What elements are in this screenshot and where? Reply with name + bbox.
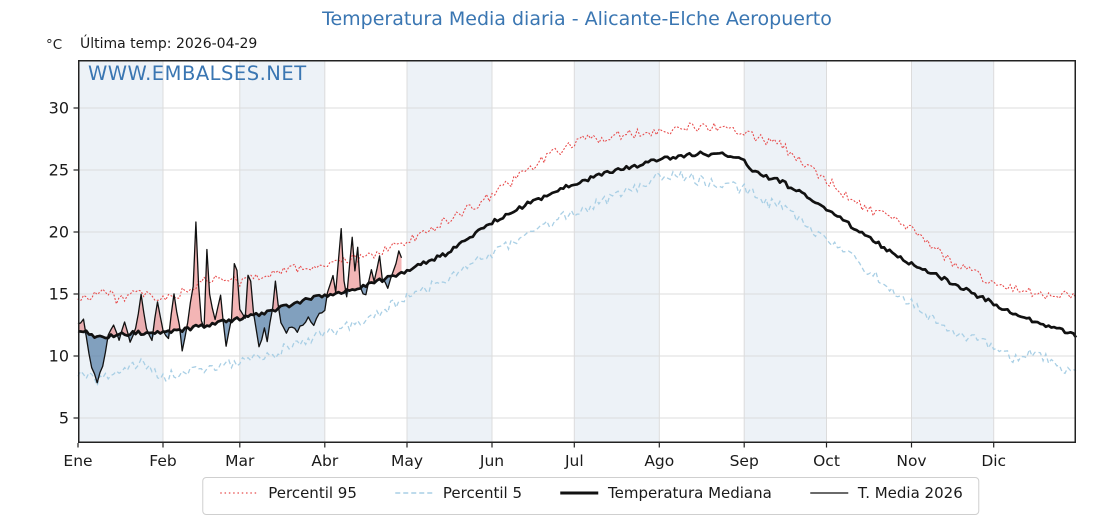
series-percentil-5-line — [77, 169, 1077, 388]
y-axis-label: 30 — [49, 99, 69, 118]
month-bands — [78, 60, 994, 443]
legend-item-temperatura-mediana: Temperatura Mediana — [559, 484, 772, 502]
legend-item-percentil-5: Percentil 5 — [394, 484, 522, 502]
month-band — [239, 60, 325, 443]
last-temp-subtitle: Última temp: 2026-04-29 — [80, 36, 258, 52]
watermark: WWW.EMBALSES.NET — [88, 62, 307, 85]
legend: Percentil 95 Percentil 5 Temperatura Med… — [202, 477, 980, 515]
series-temperatura-mediana-line — [77, 150, 1078, 340]
legend-label: T. Media 2026 — [857, 484, 963, 502]
x-axis-label: Jul — [564, 452, 584, 470]
y-axis-label: 10 — [49, 347, 69, 366]
y-axis-label: 20 — [49, 223, 69, 242]
chart-svg: Ene Feb Mar Abr May Jun Jul Ago Sep Oct Nov Dic 5 10 1… — [49, 60, 1078, 470]
legend-item-percentil-95: Percentil 95 — [219, 484, 357, 502]
legend-swatch-dotted-red — [220, 492, 259, 494]
legend-item-t-media-2026: T. Media 2026 — [809, 484, 963, 502]
y-axis-label: 25 — [49, 161, 69, 180]
x-axis-label: Oct — [813, 452, 840, 470]
x-axis-label: May — [391, 452, 423, 470]
plot-area: Ene Feb Mar Abr May Jun Jul Ago Sep Oct Nov Dic 5 10 1… — [49, 60, 1078, 470]
legend-swatch-thick-black — [559, 491, 598, 495]
plot-border — [78, 60, 1076, 443]
y-axis-label: 15 — [49, 285, 69, 304]
x-axis-label: Dic — [981, 452, 1006, 470]
axis-ticks — [73, 107, 995, 448]
x-axis-labels: Ene Feb Mar Abr May Jun Jul Ago Sep Oct Nov Dic — [63, 452, 1006, 470]
x-axis-label: Mar — [225, 452, 255, 470]
legend-swatch-thin-black — [809, 492, 848, 494]
fill-below-median — [78, 272, 402, 383]
x-axis-label: Ene — [63, 452, 92, 470]
x-axis-label: Ago — [644, 452, 674, 470]
month-band — [574, 60, 660, 443]
screenshot-root: { "title": "Temperatura Media diaria - A… — [46, 8, 1078, 515]
month-band — [744, 60, 827, 443]
x-axis-label: Sep — [730, 452, 759, 470]
month-band — [78, 60, 163, 443]
legend-label: Percentil 5 — [442, 484, 522, 502]
y-axis-labels: 5 10 15 20 25 30 — [49, 99, 69, 428]
chart-title: Temperatura Media diaria - Alicante-Elch… — [322, 8, 832, 30]
x-axis-label: Jun — [479, 452, 504, 470]
y-axis-label: 5 — [59, 409, 69, 428]
legend-swatch-dashed-blue — [394, 492, 433, 494]
x-axis-label: Abr — [311, 452, 338, 470]
series-t-media-2026-line — [77, 221, 403, 384]
series-percentil-95-line — [77, 121, 1077, 306]
legend-label: Percentil 95 — [268, 484, 357, 502]
month-band — [911, 60, 994, 443]
gridlines — [78, 60, 1076, 443]
legend-label: Temperatura Mediana — [607, 484, 772, 502]
x-axis-label: Feb — [149, 452, 176, 470]
x-axis-label: Nov — [896, 452, 926, 470]
y-axis-units-label: °C — [46, 37, 63, 53]
